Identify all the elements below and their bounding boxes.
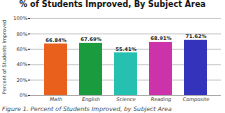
- svg-text:English: English: [82, 96, 100, 103]
- svg-text:67.69%: 67.69%: [81, 36, 102, 42]
- svg-text:55.41%: 55.41%: [116, 46, 137, 52]
- svg-text:66.84%: 66.84%: [46, 37, 67, 43]
- svg-text:0%: 0%: [20, 92, 28, 98]
- svg-text:Composite: Composite: [183, 96, 210, 103]
- svg-text:40%: 40%: [16, 61, 27, 67]
- html-text:% of Students Improved, By Sub: % of Students Improved, By Subject Area: [19, 0, 206, 9]
- svg-text:68.91%: 68.91%: [151, 35, 172, 41]
- svg-text:20%: 20%: [16, 77, 27, 83]
- svg-text:Percent of Students Improved: Percent of Students Improved: [1, 20, 8, 94]
- svg-text:80%: 80%: [16, 31, 27, 37]
- svg-text:Math: Math: [50, 96, 63, 102]
- svg-text:Science: Science: [116, 96, 135, 102]
- svg-text:Reading: Reading: [151, 96, 172, 103]
- svg-text:100%: 100%: [13, 15, 28, 21]
- html-text:Figure 1. Percent of Students: Figure 1. Percent of Students Improved, …: [2, 105, 172, 112]
- svg-text:60%: 60%: [16, 46, 27, 52]
- svg-text:71.62%: 71.62%: [186, 33, 207, 39]
